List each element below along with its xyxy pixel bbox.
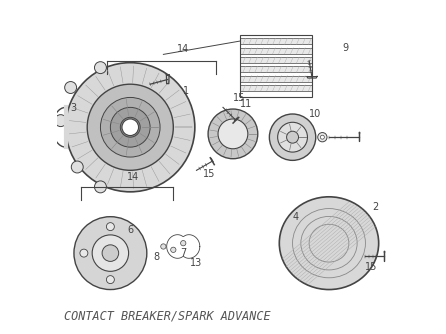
Circle shape xyxy=(66,63,195,192)
Text: 15: 15 xyxy=(365,262,378,272)
Circle shape xyxy=(161,244,166,249)
Circle shape xyxy=(107,276,114,284)
Circle shape xyxy=(74,217,147,290)
Circle shape xyxy=(100,98,160,157)
Text: 1: 1 xyxy=(183,86,190,96)
Circle shape xyxy=(181,240,186,246)
Text: 8: 8 xyxy=(153,252,160,262)
Text: 13: 13 xyxy=(190,259,202,268)
Circle shape xyxy=(95,62,107,73)
Circle shape xyxy=(65,81,77,94)
Text: 7: 7 xyxy=(180,248,186,259)
Text: 15: 15 xyxy=(203,169,215,179)
Text: 11: 11 xyxy=(240,100,252,109)
Circle shape xyxy=(102,245,119,262)
Bar xyxy=(240,57,313,63)
Bar xyxy=(240,48,313,54)
Ellipse shape xyxy=(279,197,379,290)
Circle shape xyxy=(208,109,258,159)
Text: 9: 9 xyxy=(343,43,349,53)
Bar xyxy=(240,34,313,98)
Bar xyxy=(240,75,313,81)
Text: 3: 3 xyxy=(70,103,77,113)
Text: CONTACT BREAKER/SPARK ADVANCE: CONTACT BREAKER/SPARK ADVANCE xyxy=(64,310,271,323)
Circle shape xyxy=(269,114,316,160)
Circle shape xyxy=(320,135,324,139)
Circle shape xyxy=(278,122,307,152)
Circle shape xyxy=(120,117,140,137)
Circle shape xyxy=(122,119,139,136)
Circle shape xyxy=(92,235,128,271)
Circle shape xyxy=(80,249,88,257)
Text: 10: 10 xyxy=(309,109,322,119)
Circle shape xyxy=(287,131,298,143)
Text: 14: 14 xyxy=(128,172,140,182)
Circle shape xyxy=(110,107,150,147)
Text: 6: 6 xyxy=(127,225,133,235)
Bar xyxy=(240,85,313,91)
Text: 2: 2 xyxy=(372,202,378,212)
Text: 14: 14 xyxy=(177,44,190,54)
Circle shape xyxy=(318,133,327,142)
Circle shape xyxy=(71,161,83,173)
Circle shape xyxy=(107,223,114,230)
Circle shape xyxy=(55,115,66,127)
Circle shape xyxy=(87,84,173,170)
Text: 15: 15 xyxy=(233,93,245,103)
Bar xyxy=(240,38,313,44)
Bar xyxy=(240,66,313,72)
Circle shape xyxy=(95,181,107,193)
Text: 4: 4 xyxy=(293,212,299,222)
Circle shape xyxy=(218,119,248,149)
Circle shape xyxy=(171,247,176,253)
